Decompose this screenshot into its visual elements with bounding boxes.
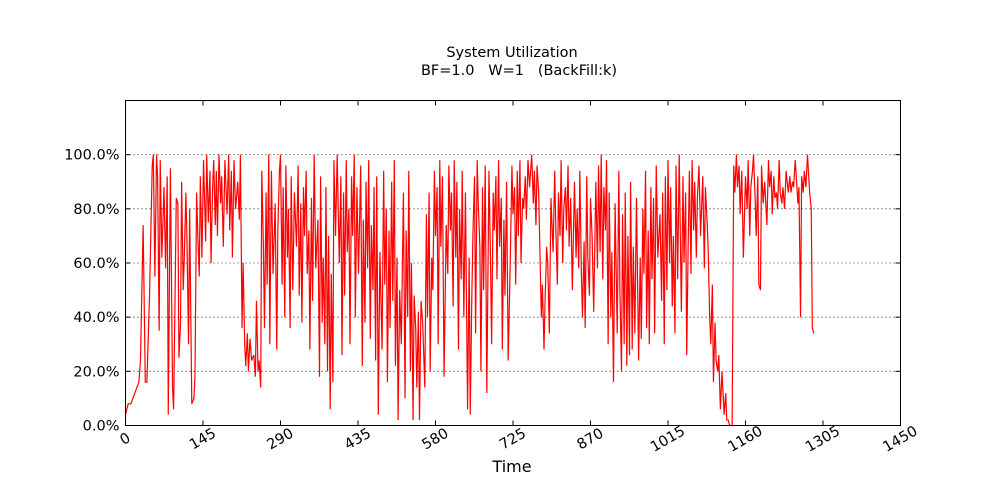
y-tick-label: 40.0%	[73, 310, 119, 326]
y-tick-label: 20.0%	[73, 364, 119, 380]
x-tick-label: 870	[575, 426, 607, 454]
y-tick-label: 80.0%	[73, 202, 119, 218]
series-line-utilization	[124, 154, 815, 427]
x-tick-label: 0	[118, 430, 134, 448]
y-tick-label: 0.0%	[83, 419, 120, 435]
x-tick-label: 145	[187, 426, 219, 454]
x-tick-label: 1305	[803, 423, 843, 455]
chart-title: System Utilization	[446, 45, 577, 61]
x-tick-label: 1015	[648, 423, 688, 455]
x-tick-label: 1160	[726, 423, 766, 455]
axis-ticks	[125, 100, 901, 426]
x-tick-label: 580	[420, 426, 452, 454]
chart-subtitle: BF=1.0 W=1 (BackFill:k)	[421, 63, 617, 79]
x-tick-label: 435	[342, 426, 374, 454]
x-tick-label: 725	[497, 426, 529, 454]
y-tick-label: 100.0%	[64, 148, 119, 164]
y-tick-labels: 0.0% 20.0% 40.0% 60.0% 80.0% 100.0%	[64, 148, 119, 435]
x-axis-label: Time	[491, 457, 531, 476]
plot-area	[124, 154, 815, 427]
y-tick-label: 60.0%	[73, 256, 119, 272]
x-tick-labels: 0 145 290 435 580 725 870 1015 1160 1305 1450	[118, 423, 921, 455]
x-tick-label: 290	[265, 426, 297, 454]
x-tick-label: 1450	[881, 423, 921, 455]
